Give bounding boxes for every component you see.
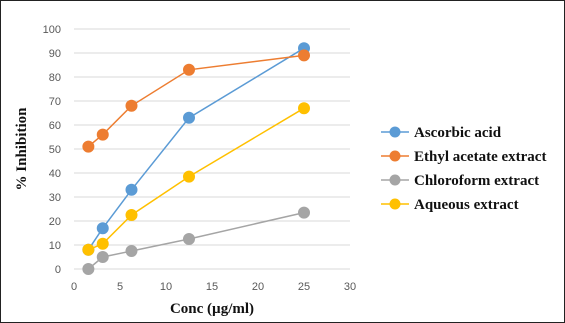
legend: Ascorbic acid Ethyl acetate extract Chloro… bbox=[381, 125, 546, 213]
x-tick-label: 25 bbox=[298, 281, 310, 293]
y-tick-label: 70 bbox=[49, 96, 61, 108]
x-tick-label: 20 bbox=[252, 281, 264, 293]
x-tick-label: 30 bbox=[344, 281, 356, 293]
y-tick-label: 60 bbox=[49, 120, 61, 132]
x-tick-label: 0 bbox=[71, 281, 77, 293]
y-tick-label: 20 bbox=[49, 216, 61, 228]
y-tick-label: 30 bbox=[49, 192, 61, 204]
data-point bbox=[96, 128, 109, 141]
y-tick-label: 40 bbox=[49, 168, 61, 180]
data-point bbox=[96, 237, 109, 250]
y-axis-title: % Inhibition bbox=[14, 107, 30, 191]
y-tick-label: 10 bbox=[49, 240, 61, 252]
y-tick-label: 0 bbox=[55, 264, 61, 276]
data-point bbox=[125, 183, 138, 196]
data-point bbox=[125, 99, 138, 112]
data-point bbox=[298, 206, 310, 219]
data-point bbox=[82, 140, 95, 153]
x-tick-label: 5 bbox=[117, 281, 123, 293]
data-point bbox=[96, 222, 109, 235]
legend-marker bbox=[389, 150, 401, 162]
series-line bbox=[88, 107, 305, 251]
data-point bbox=[96, 251, 109, 263]
legend-label: Ethyl acetate extract bbox=[414, 149, 546, 165]
series-group bbox=[82, 42, 310, 275]
y-tick-label: 100 bbox=[43, 24, 61, 36]
data-point bbox=[183, 111, 195, 124]
data-point bbox=[183, 170, 195, 183]
data-point bbox=[183, 233, 195, 245]
x-tick-label: 15 bbox=[206, 281, 218, 293]
y-tick-label: 50 bbox=[49, 144, 61, 156]
data-point bbox=[298, 102, 310, 115]
y-tick-label: 90 bbox=[49, 48, 61, 60]
legend-label: Ascorbic acid bbox=[414, 125, 502, 141]
y-tick-label: 80 bbox=[49, 72, 61, 84]
data-point bbox=[298, 49, 310, 62]
x-tick-label: 10 bbox=[160, 281, 172, 293]
data-point bbox=[125, 209, 138, 221]
x-axis-title: Conc (µg/ml) bbox=[170, 301, 254, 317]
axes: 0 10 20 30 40 50 60 70 80 90 100 0 5 10 15 20 25 30 bbox=[43, 24, 356, 293]
data-point bbox=[125, 245, 138, 257]
legend-marker bbox=[389, 174, 401, 186]
legend-label: Chloroform extract bbox=[414, 173, 539, 189]
data-point bbox=[82, 243, 95, 256]
legend-marker bbox=[389, 126, 401, 138]
legend-marker bbox=[389, 198, 401, 210]
data-point bbox=[82, 263, 95, 275]
legend-label: Aqueous extract bbox=[414, 197, 519, 213]
data-point bbox=[183, 63, 195, 76]
